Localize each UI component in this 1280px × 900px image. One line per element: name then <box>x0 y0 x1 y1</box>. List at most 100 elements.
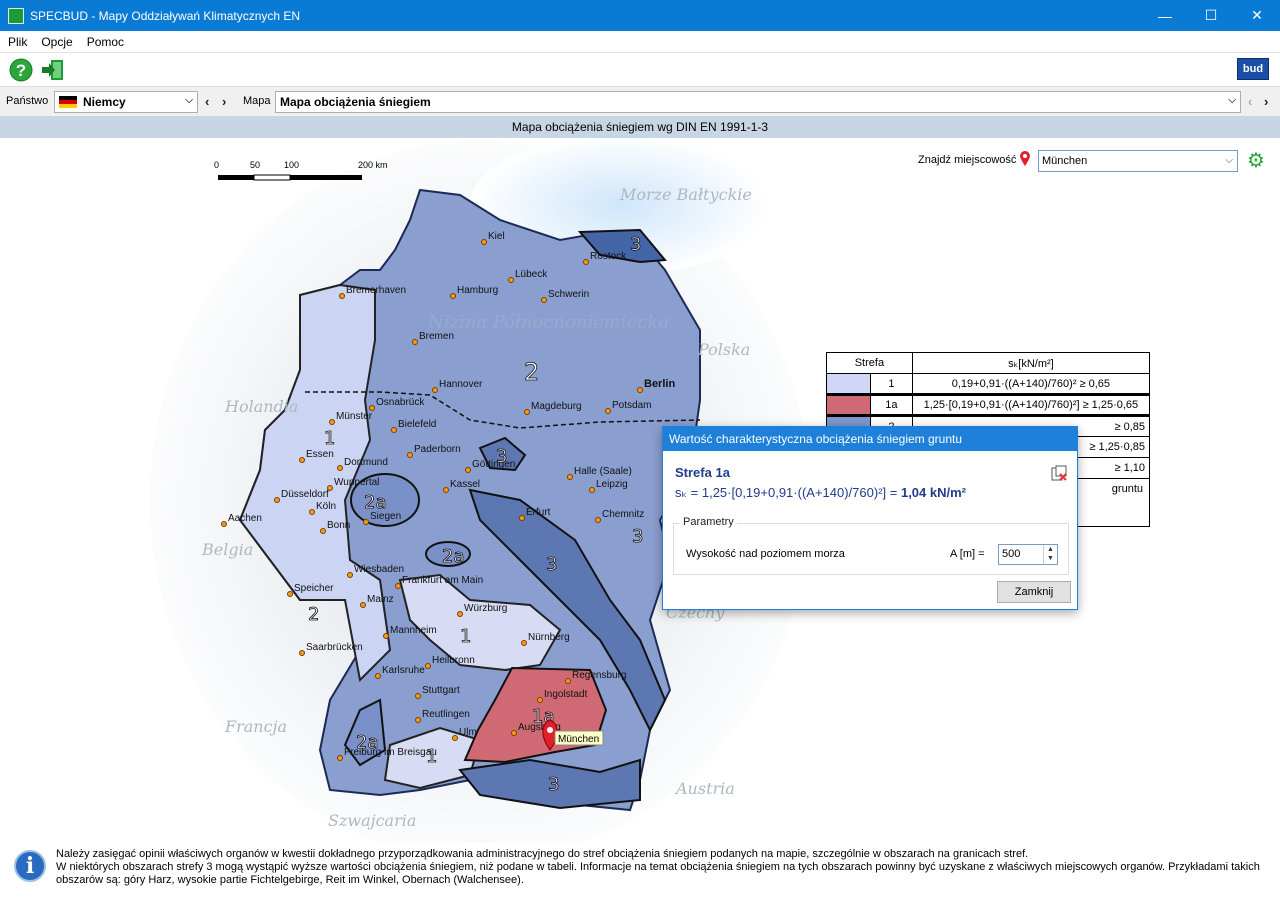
city-dot <box>327 485 333 491</box>
city-label: Schwerin <box>548 289 589 300</box>
close-window-button[interactable]: ✕ <box>1251 7 1263 23</box>
city-label: Dortmund <box>344 457 388 468</box>
dialog-formula: sₖ = 1,25·[0,19+0,91·((A+140)/760)²] = 1… <box>675 485 966 501</box>
city-label: Regensburg <box>572 670 626 681</box>
menu-pomoc[interactable]: Pomoc <box>86 34 125 49</box>
scale-tick: 50 <box>250 160 261 170</box>
zone-boundary-dashed <box>305 391 701 429</box>
city-dot <box>337 755 343 761</box>
city-label: Freiburg im Breisgau <box>344 747 437 758</box>
maximize-button[interactable]: ☐ <box>1204 7 1218 23</box>
zone-number-label: 2a <box>364 492 386 513</box>
next-country-button[interactable]: › <box>222 94 227 109</box>
zone-number-label: 3 <box>496 446 507 467</box>
zone-number-label: 3 <box>546 554 557 575</box>
city-label: Kassel <box>450 479 480 490</box>
map-select[interactable]: Mapa obciążenia śniegiem ⌵ <box>275 91 1241 113</box>
city-dot <box>412 339 418 345</box>
city-dot <box>415 717 421 723</box>
city-label: Nürnberg <box>528 632 570 643</box>
altitude-stepper[interactable]: 500 ▲ ▼ <box>998 544 1058 565</box>
copy-icon[interactable] <box>1051 465 1067 481</box>
zone-number-label: 2 <box>524 358 539 386</box>
city-dot <box>450 293 456 299</box>
menu-plik[interactable]: Plik <box>8 34 28 49</box>
map-pin-icon <box>1020 151 1030 166</box>
city-label: Magdeburg <box>531 401 582 412</box>
city-dot <box>360 602 366 608</box>
city-label: Berlin <box>644 378 675 390</box>
city-label: Ingolstadt <box>544 689 588 700</box>
city-label: Hannover <box>439 379 483 390</box>
zone-number-label: 1 <box>460 626 471 647</box>
city-dot <box>337 465 343 471</box>
region-label: Polska <box>697 340 750 359</box>
city-label: Aachen <box>228 513 262 524</box>
stepper-arrows[interactable]: ▲ ▼ <box>1043 545 1057 564</box>
city-dot <box>299 650 305 656</box>
city-label: Münster <box>336 411 373 422</box>
snow-load-map[interactable]: Morze Bałtyckie Nizina Północnoniemiecka… <box>0 138 1280 843</box>
country-select[interactable]: Niemcy ⌵ <box>54 91 198 113</box>
zone-3-east <box>468 488 667 733</box>
marker-tooltip <box>554 730 604 746</box>
prev-map-button[interactable]: ‹ <box>1248 94 1253 109</box>
zone-1-central <box>398 573 562 672</box>
scale-tick: 100 <box>284 160 300 170</box>
formula-prefix: sₖ = 1,25·[0,19+0,91·((A+140)/760)²] = <box>675 485 898 500</box>
city-dot <box>595 517 601 523</box>
legend-header-sk: sₖ[kN/m²] <box>911 352 1151 374</box>
country-value: Niemcy <box>83 95 126 109</box>
region-label: Nizina Północnoniemiecka <box>427 312 669 333</box>
dialog-zone: Strefa 1a <box>675 465 730 480</box>
question-icon[interactable]: ? <box>9 58 33 82</box>
city-dot <box>465 467 471 473</box>
germany-flag-icon <box>59 96 77 108</box>
city-dot <box>537 697 543 703</box>
city-label: Ulm <box>459 727 477 738</box>
city-label: Bremerhaven <box>346 285 406 296</box>
city-label: Chemnitz <box>602 509 644 520</box>
gear-icon[interactable]: ⚙ <box>1247 150 1265 172</box>
city-dot <box>457 611 463 617</box>
city-dot <box>347 572 353 578</box>
parameters-group: Parametry Wysokość nad poziomem morza A … <box>673 516 1069 575</box>
city-label: Hamburg <box>457 285 498 296</box>
zone-number-label: 1 <box>324 428 335 449</box>
city-dot <box>508 277 514 283</box>
legend-header-zone: Strefa <box>826 352 913 374</box>
zone-number-label: 2a <box>356 732 378 753</box>
city-label: Paderborn <box>414 444 461 455</box>
region-label: Szwajcaria <box>328 811 416 830</box>
city-label: Reutlingen <box>422 709 470 720</box>
region-label: Belgia <box>201 540 253 559</box>
city-label: Bielefeld <box>398 419 436 430</box>
legend-swatch <box>826 373 871 395</box>
region-label: Morze Bałtyckie <box>619 185 752 204</box>
map-area[interactable]: Morze Bałtyckie Nizina Północnoniemiecka… <box>0 138 1280 843</box>
prev-country-button[interactable]: ‹ <box>205 94 210 109</box>
specbud-logo[interactable]: bud <box>1237 58 1269 80</box>
city-dot <box>589 487 595 493</box>
close-dialog-button[interactable]: Zamknij <box>997 581 1071 603</box>
city-label: Köln <box>316 501 336 512</box>
footer-info <box>0 843 1280 900</box>
menu-opcje[interactable]: Opcje <box>41 34 73 49</box>
city-label: Mainz <box>367 594 394 605</box>
next-map-button[interactable]: › <box>1264 94 1269 109</box>
legend-row[interactable]: 1 0,19+0,91·((A+140)/760)² ≥ 0,65 <box>826 373 1151 395</box>
city-label: Halle (Saale) <box>574 466 632 477</box>
city-dot <box>565 678 571 684</box>
city-search-select[interactable]: München ⌵ <box>1038 150 1238 172</box>
city-label: Siegen <box>370 511 401 522</box>
exit-icon[interactable] <box>41 58 65 82</box>
map-value: Mapa obciążenia śniegiem <box>280 95 431 109</box>
city-label: Stuttgart <box>422 685 460 696</box>
city-label: Wiesbaden <box>354 564 404 575</box>
city-label: Wuppertal <box>334 477 379 488</box>
map-label: Mapa <box>243 95 271 107</box>
legend-row-selected[interactable]: 1a 1,25·[0,19+0,91·((A+140)/760)²] ≥ 1,2… <box>826 393 1151 417</box>
title-bar: SPECBUD - Mapy Oddziaływań Klimatycznych… <box>0 0 1280 31</box>
minimize-button[interactable]: — <box>1158 7 1172 24</box>
city-dot <box>339 293 345 299</box>
